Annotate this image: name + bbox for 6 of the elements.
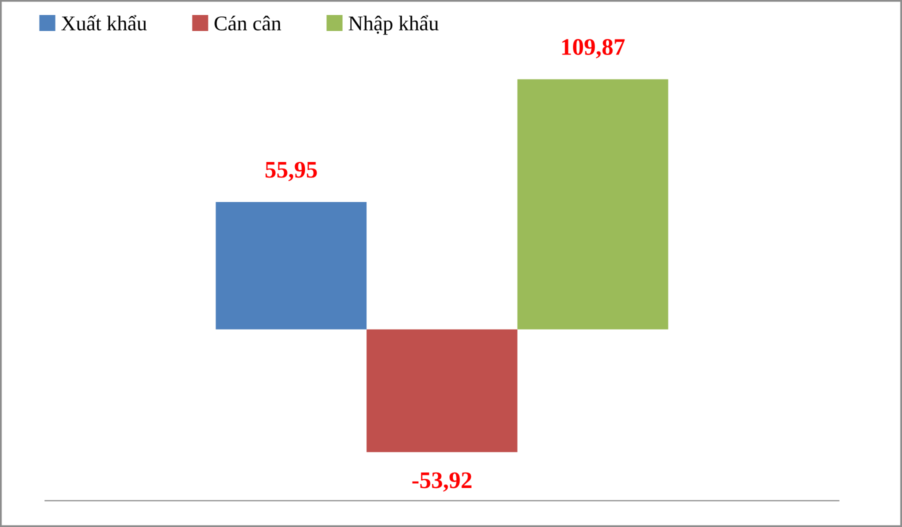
legend-label: Xuất khẩu <box>61 15 147 30</box>
data-label: 55,95 <box>266 162 317 182</box>
data-label: 109,87 <box>562 39 625 58</box>
data-label: -53,92 <box>412 472 472 492</box>
legend-label: Nhập khẩu <box>348 15 439 35</box>
legend-label: Cán cân <box>214 16 282 30</box>
